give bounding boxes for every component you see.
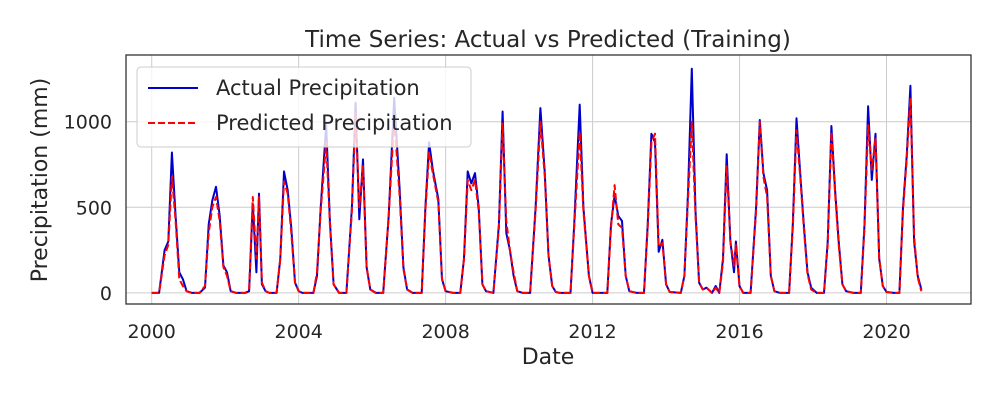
legend-label-actual: Actual Precipitation	[216, 76, 420, 100]
x-tick-label: 2008	[421, 321, 469, 343]
legend: Actual Precipitation Predicted Precipita…	[136, 66, 472, 148]
x-tick-label: 2016	[715, 321, 763, 343]
y-tick-label: 1000	[64, 112, 112, 134]
series-lines	[151, 67, 923, 294]
chart-title: Time Series: Actual vs Predicted (Traini…	[304, 27, 791, 53]
x-tick-label: 2012	[568, 321, 616, 343]
y-axis-title: Precipitation (mm)	[28, 78, 53, 283]
x-tick-label: 2020	[862, 321, 910, 343]
x-tick-label: 2000	[128, 321, 176, 343]
y-tick-label: 500	[76, 197, 112, 219]
legend-label-predicted: Predicted Precipitation	[216, 111, 453, 135]
predicted-precipitation-line	[151, 96, 923, 294]
plot-frame	[125, 54, 972, 305]
y-tick-label: 0	[100, 283, 112, 305]
x-tick-label: 2004	[274, 321, 322, 343]
x-axis-title: Date	[522, 345, 575, 370]
tick-labels: 2000 2004 2008 2012 2016 2020 0 500 1000	[64, 112, 911, 343]
legend-box	[136, 66, 472, 148]
